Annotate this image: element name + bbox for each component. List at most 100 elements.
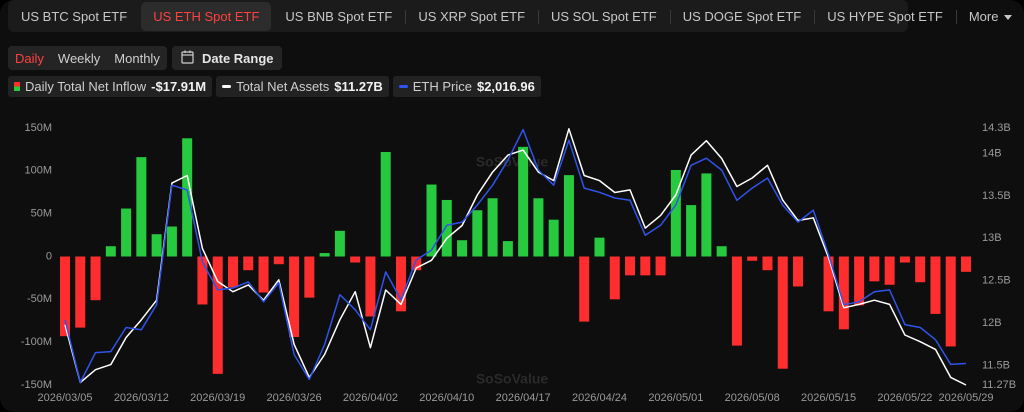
x-tick-label: 2026/04/10 <box>419 392 474 404</box>
inflow-bar <box>823 256 834 312</box>
inflow-bar <box>518 146 529 257</box>
y2-tick-label: 14B <box>982 147 1002 159</box>
etf-tab[interactable]: More <box>957 2 1024 31</box>
inflow-bar <box>563 175 574 257</box>
inflow-bar <box>182 138 193 257</box>
inflow-bar <box>915 256 926 283</box>
tab-label: US SOL Spot ETF <box>551 8 657 24</box>
legend-item[interactable]: ETH Price $2,016.96 <box>392 76 541 97</box>
etf-tab[interactable]: US DOGE Spot ETF <box>671 2 816 31</box>
legend-label: Daily Total Net Inflow <box>25 79 147 94</box>
x-tick-label: 2026/04/17 <box>496 392 551 404</box>
inflow-bar <box>716 246 727 257</box>
y2-tick-label: 14.3B <box>982 122 1011 134</box>
inflow-bar <box>686 205 697 257</box>
y-tick-label: 100M <box>24 165 52 177</box>
period-option[interactable]: Weekly <box>57 50 101 66</box>
inflow-bar <box>854 256 865 306</box>
inflow-bar <box>289 256 300 338</box>
tab-label: US BTC Spot ETF <box>21 8 128 24</box>
y2-tick-label: 11.5B <box>982 359 1010 371</box>
watermark: SoSoValue <box>476 154 549 170</box>
inflow-bar <box>136 157 147 257</box>
legend-icon <box>398 85 408 88</box>
inflow-bar <box>319 253 330 257</box>
etf-tab[interactable]: US HYPE Spot ETF <box>815 2 957 31</box>
inflow-bar <box>258 256 269 293</box>
inflow-bar <box>75 256 86 328</box>
y-tick-label: 150M <box>24 122 52 134</box>
date-range-label: Date Range <box>202 50 274 66</box>
inflow-bar <box>670 169 681 257</box>
inflow-bar <box>472 210 483 257</box>
inflow-bar <box>838 256 849 330</box>
tab-label: US HYPE Spot ETF <box>827 8 943 24</box>
inflow-bar <box>441 199 452 257</box>
legend-label: Total Net Assets <box>236 79 330 94</box>
y2-tick-label: 12B <box>982 317 1002 329</box>
etf-tab[interactable]: US XRP Spot ETF <box>406 2 539 31</box>
x-tick-label: 2026/05/29 <box>938 392 993 404</box>
date-range-button[interactable]: Date Range <box>172 46 282 70</box>
legend-value: -$17.91M <box>151 79 207 94</box>
inflow-bar <box>777 256 788 369</box>
period-option[interactable]: Daily <box>15 50 44 66</box>
inflow-bar <box>90 256 101 301</box>
legend: Daily Total Net Inflow -$17.91M Total Net … <box>8 76 541 97</box>
inflow-bar <box>945 256 956 347</box>
period-option[interactable]: Monthly <box>114 50 160 66</box>
inflow-bar <box>762 256 773 271</box>
etf-tab[interactable]: US BNB Spot ETF <box>273 2 407 31</box>
series-line <box>64 128 967 384</box>
inflow-bar <box>365 256 376 317</box>
inflow-bar <box>731 256 742 346</box>
inflow-bar <box>625 256 636 276</box>
inflow-bar <box>579 256 590 322</box>
inflow-bar <box>243 256 254 271</box>
y2-tick-label: 12.5B <box>982 275 1011 287</box>
inflow-bar <box>502 241 513 257</box>
tab-label: US DOGE Spot ETF <box>682 8 802 24</box>
y2-tick-label: 11.27B <box>982 379 1016 391</box>
etf-tabs: US BTC Spot ETF US ETH Spot ETF US BNB Spo… <box>8 0 1013 32</box>
inflow-bar <box>609 256 620 300</box>
etf-tab[interactable]: US ETH Spot ETF <box>141 1 272 31</box>
etf-tab[interactable]: US BTC Spot ETF <box>9 2 139 31</box>
inflow-bar <box>212 256 223 374</box>
inflow-bar <box>350 256 361 263</box>
legend-label: ETH Price <box>412 79 472 94</box>
legend-item[interactable]: Total Net Assets $11.27B <box>216 76 389 97</box>
x-tick-label: 2026/05/22 <box>877 392 932 404</box>
inflow-bar <box>380 151 391 257</box>
y-tick-label: -100M <box>21 336 52 348</box>
x-tick-label: 2026/05/15 <box>801 392 856 404</box>
tab-label: More <box>968 8 999 24</box>
inflow-bar <box>227 256 238 288</box>
inflow-bar <box>60 256 70 337</box>
y2-tick-label: 13B <box>982 232 1002 244</box>
inflow-bar <box>793 256 804 287</box>
legend-item[interactable]: Daily Total Net Inflow -$17.91M <box>8 76 213 97</box>
inflow-bar <box>457 240 468 257</box>
inflow-bar <box>594 237 605 257</box>
series-line <box>64 128 967 386</box>
inflow-bar <box>273 256 284 265</box>
x-tick-label: 2026/03/19 <box>190 392 245 404</box>
inflow-bar <box>151 234 162 257</box>
x-tick-label: 2026/03/26 <box>267 392 322 404</box>
tab-label: US BNB Spot ETF <box>285 8 393 24</box>
legend-icon <box>14 82 20 91</box>
inflow-bar <box>884 256 895 285</box>
inflow-bar <box>747 256 758 261</box>
inflow-bar <box>105 246 116 257</box>
legend-value: $11.27B <box>334 79 383 94</box>
dropdown-caret <box>1004 14 1013 20</box>
inflow-bar <box>395 256 406 312</box>
tab-label: US XRP Spot ETF <box>418 8 526 24</box>
x-tick-label: 2026/03/05 <box>37 392 92 404</box>
x-tick-label: 2026/04/02 <box>343 392 398 404</box>
y2-tick-label: 13.5B <box>982 190 1011 202</box>
inflow-bar <box>304 256 315 298</box>
x-tick-label: 2026/04/24 <box>572 392 627 404</box>
etf-tab[interactable]: US SOL Spot ETF <box>539 2 671 31</box>
